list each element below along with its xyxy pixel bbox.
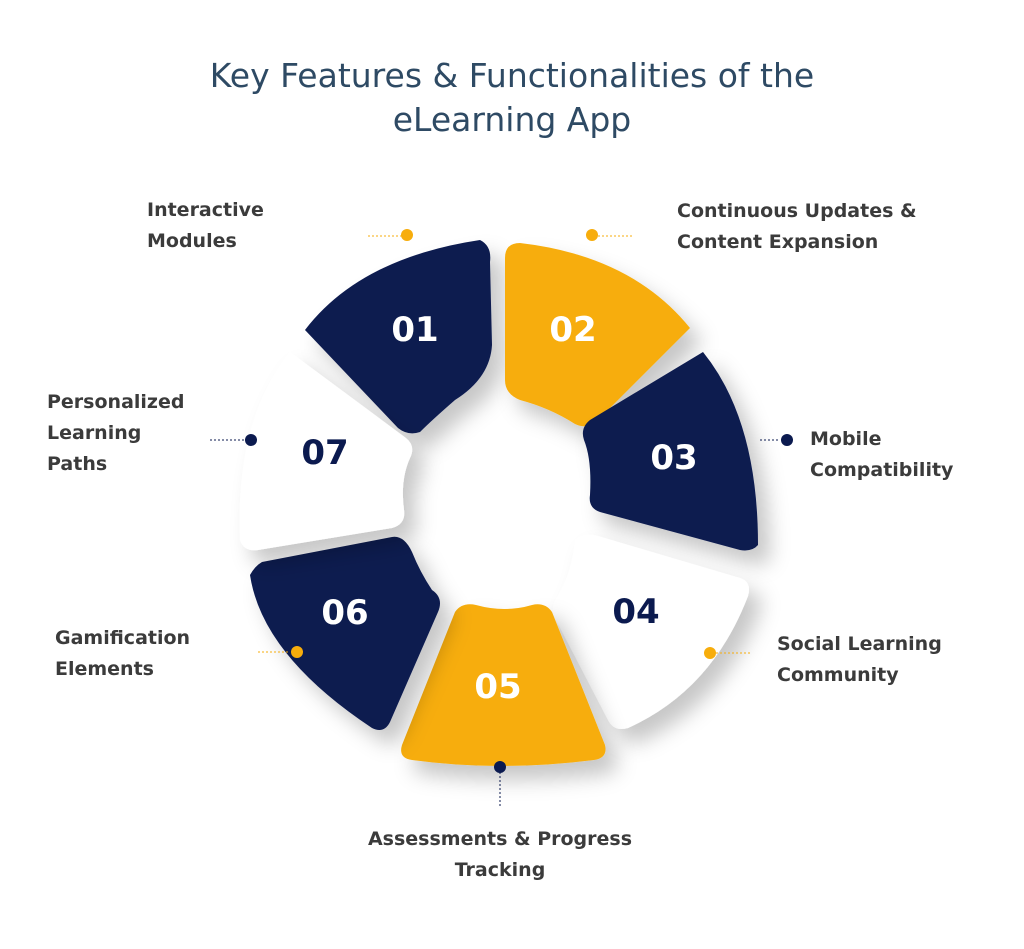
segment-06: 06 [250,536,440,730]
segment-04-number: 04 [612,592,659,632]
connector-01-dot [401,229,413,241]
segment-01-number: 01 [391,310,438,350]
segment-02: 02 [505,243,690,427]
label-06-line-2: Elements [55,658,154,680]
label-assessments: Assessments & Progress Tracking [362,824,638,886]
label-continuous-updates: Continuous Updates & Content Expansion [677,196,917,258]
segment-07: 07 [239,352,413,551]
segment-03-number: 03 [650,438,697,478]
label-social-learning: Social Learning Community [777,629,942,691]
label-02-line-2: Content Expansion [677,231,879,253]
label-07-line-3: Paths [47,453,108,475]
segment-01-shape [305,240,492,434]
label-02-line-1: Continuous Updates & [677,200,917,222]
segment-05-number: 05 [474,667,521,707]
segment-07-number: 07 [301,433,348,473]
segment-04-shape [553,534,749,729]
connector-06-dot [291,646,303,658]
connector-04-dot [704,647,716,659]
label-interactive-modules: Interactive Modules [147,195,264,257]
label-04-line-1: Social Learning [777,633,942,655]
segment-05-shape [401,604,606,766]
connector-02-dot [586,229,598,241]
segment-02-number: 02 [549,310,596,350]
title-line-1: Key Features & Functionalities of the [209,56,815,95]
connector-05-dot [494,761,506,773]
segment-06-shape [250,536,440,730]
segment-03-shape [582,352,758,551]
label-gamification: Gamification Elements [55,623,190,685]
label-mobile-compatibility: Mobile Compatibility [810,424,953,486]
segment-01: 01 [305,240,492,434]
label-07-line-1: Personalized [47,391,185,413]
label-05-line-2: Tracking [454,859,546,881]
page-title: Key Features & Functionalities of the eL… [0,54,1024,142]
label-06-line-1: Gamification [55,627,191,649]
segment-06-number: 06 [321,593,368,633]
label-01-line-2: Modules [147,230,237,252]
label-07-line-2: Learning [47,422,142,444]
label-personalized-paths: Personalized Learning Paths [47,387,184,480]
label-03-line-2: Compatibility [810,459,954,481]
label-05-line-1: Assessments & Progress [367,828,633,850]
title-line-2: eLearning App [392,100,632,139]
segment-02-shape [505,243,690,427]
connector-07-dot [245,434,257,446]
segment-03: 03 [582,352,758,551]
connectors [210,229,793,808]
segment-07-shape [239,352,413,551]
segment-04: 04 [553,534,749,729]
label-04-line-2: Community [777,664,899,686]
label-01-line-1: Interactive [147,199,264,221]
label-03-line-1: Mobile [810,428,882,450]
connector-03-dot [781,434,793,446]
segment-05: 05 [401,604,606,766]
